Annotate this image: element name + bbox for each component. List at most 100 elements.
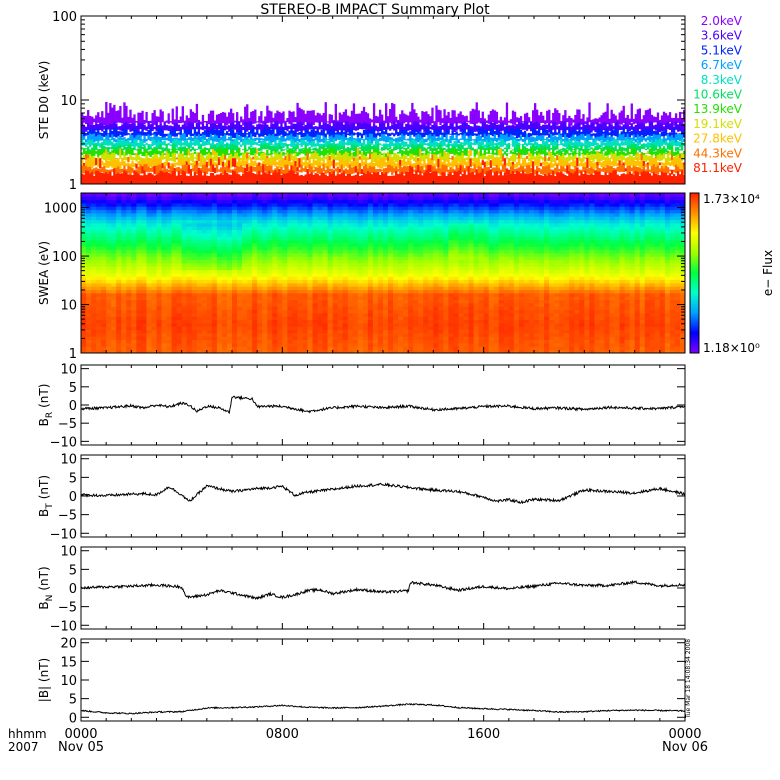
ste-bar-segment	[364, 145, 368, 152]
ste-bar-segment	[662, 162, 666, 169]
swea-heatmap-cell	[81, 199, 87, 204]
ste-bar-segment	[570, 161, 573, 166]
ste-legend-entry: 44.3keV	[693, 146, 743, 160]
ste-bar-segment	[509, 150, 513, 154]
ste-bar-segment	[479, 141, 482, 148]
ste-bar-segment	[475, 133, 478, 137]
swea-heatmap-cell	[141, 273, 147, 277]
ste-bar-segment	[403, 151, 406, 154]
ste-bar-segment	[415, 145, 418, 151]
swea-heatmap-cell	[161, 349, 167, 353]
ste-bar-segment	[469, 111, 472, 124]
ste-bar-segment	[179, 148, 182, 155]
ste-bar-segment	[632, 141, 635, 146]
ste-bar-segment	[475, 136, 478, 144]
ste-bar-segment	[300, 109, 303, 125]
ste-bar-segment	[503, 117, 507, 125]
swea-heatmap-cell	[226, 289, 233, 294]
swea-heatmap-cell	[156, 239, 162, 244]
ste-bar-segment	[117, 139, 120, 148]
ste-bar-segment	[354, 145, 358, 151]
ste-bar-segment	[143, 170, 146, 184]
swea-heatmap-cell	[196, 223, 203, 227]
ste-bar-segment	[153, 110, 156, 125]
ste-bar-segment	[576, 131, 579, 138]
ste-bar-segment	[380, 158, 384, 169]
ste-bar-segment	[159, 170, 162, 184]
ste-bar-segment	[260, 151, 263, 156]
swea-heatmap-cell	[237, 199, 243, 204]
ste-bar-segment	[479, 172, 482, 184]
swea-heatmap-cell	[101, 336, 107, 341]
ste-bar-segment	[87, 131, 90, 136]
swea-heatmap-cell	[221, 293, 228, 297]
ste-bar-segment	[405, 166, 408, 175]
ste-bar-segment	[229, 108, 233, 125]
swea-heatmap-cell	[181, 253, 188, 257]
ste-bar-segment	[636, 121, 639, 133]
swea-heatmap-cell	[237, 259, 243, 264]
swea-heatmap-cell	[116, 256, 122, 261]
ste-bar-segment	[630, 103, 633, 123]
swea-heatmap-cell	[96, 266, 102, 271]
ste-bar-segment	[282, 128, 285, 138]
ste-bar-segment	[447, 152, 450, 162]
ste-bar-segment	[378, 143, 382, 146]
swea-heatmap-cell	[81, 209, 87, 214]
swea-heatmap-cell	[116, 226, 122, 231]
ste-legend: 2.0keV3.6keV5.1keV6.7keV8.3keV10.6keV13.…	[693, 14, 743, 175]
ste-bar-segment	[93, 133, 96, 143]
ste-bar-segment	[280, 129, 283, 135]
swea-heatmap-cell	[96, 313, 102, 317]
ste-bar-segment	[459, 176, 462, 184]
swea-heatmap-cell	[237, 193, 243, 197]
ste-bar-segment	[513, 150, 517, 155]
ste-bar-segment	[179, 126, 182, 133]
swea-heatmap-cell	[91, 196, 97, 201]
swea-heatmap-cell	[171, 336, 178, 341]
ste-bar-segment	[425, 165, 428, 173]
ste-bar-segment	[350, 167, 354, 175]
swea-heatmap-cell	[181, 279, 188, 284]
ste-bar-segment	[638, 175, 641, 184]
swea-heatmap-cell	[181, 296, 188, 301]
ste-bar-segment	[592, 133, 595, 136]
swea-heatmap-cell	[136, 209, 142, 214]
ste-bar-segment	[119, 135, 122, 143]
ste-bar-segment	[278, 159, 281, 169]
swea-heatmap-cell	[201, 306, 208, 311]
ste-bar-segment	[634, 114, 637, 124]
swea-heatmap-cell	[226, 273, 233, 277]
ste-bar-segment	[270, 125, 273, 130]
swea-heatmap-cell	[176, 339, 183, 344]
ste-bar-segment	[614, 145, 617, 152]
ste-bar-segment	[485, 147, 488, 151]
swea-heatmap-cell	[176, 263, 183, 267]
ste-bar-segment	[91, 171, 94, 184]
ste-bar-segment	[582, 154, 585, 162]
ste-bar-segment	[596, 142, 599, 148]
ste-bar-segment	[143, 124, 146, 130]
ste-bar-segment	[246, 104, 249, 125]
swea-heatmap-cell	[96, 253, 102, 257]
ste-bar-segment	[507, 136, 511, 141]
ste-bar-segment	[234, 158, 237, 168]
swea-heatmap-cell	[121, 316, 127, 321]
ste-bar-segment	[135, 120, 138, 123]
ste-bar-segment	[485, 171, 488, 184]
swea-heatmap-cell	[221, 263, 228, 267]
swea-heatmap-cell	[226, 283, 233, 287]
ste-bar-segment	[207, 175, 211, 184]
ste-bar-segment	[527, 165, 531, 175]
ste-bar-segment	[348, 128, 352, 136]
ste-bar-segment	[141, 166, 144, 174]
ste-bar-segment	[183, 128, 186, 135]
swea-heatmap-cell	[96, 303, 102, 307]
ste-bar-segment	[409, 111, 412, 123]
swea-heatmap-cell	[136, 283, 142, 287]
ste-bar-segment	[221, 135, 225, 142]
ste-bar-segment	[143, 119, 146, 125]
ste-bar-segment	[258, 116, 261, 123]
ste-bar-segment	[316, 130, 319, 136]
swea-heatmap-cell	[146, 316, 152, 321]
